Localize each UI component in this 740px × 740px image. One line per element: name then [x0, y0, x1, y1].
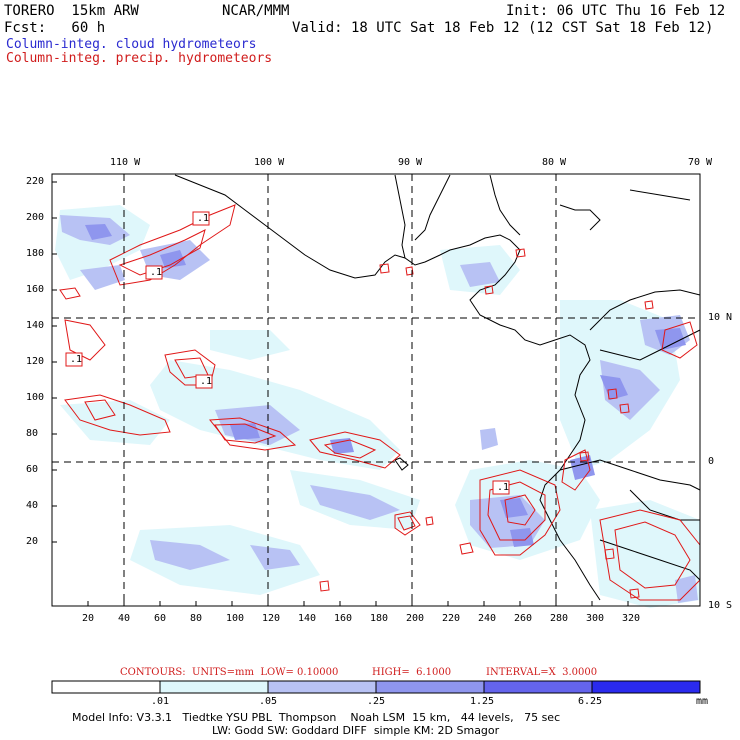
legend-bin-4	[375, 680, 485, 694]
x-tick-label: 220	[442, 613, 461, 624]
cloud-field-title: Column-integ. cloud hydrometeors	[6, 37, 257, 52]
y-tick-label: 200	[26, 212, 45, 223]
forecast-hour: Fcst: 60 h	[4, 20, 106, 36]
legend-boundary: 6.25	[578, 696, 603, 707]
x-tick-label: 100	[226, 613, 245, 624]
x-tick-label: 160	[334, 613, 353, 624]
lon-label: 70 W	[688, 157, 713, 168]
contour-high: HIGH= 6.1000	[372, 667, 452, 678]
y-tick-label: 140	[26, 320, 45, 331]
x-tick-label: 140	[298, 613, 317, 624]
y-tick-label: 100	[26, 392, 45, 403]
legend-boundary: .25	[367, 696, 386, 707]
contour-label: .1	[200, 376, 213, 387]
org-label: NCAR/MMM	[222, 3, 290, 19]
axis-ticks	[52, 181, 629, 606]
contour-label: .1	[497, 482, 510, 493]
legend-bin-3	[267, 680, 377, 694]
x-tick-label: 20	[82, 613, 95, 624]
contour-label: .1	[197, 213, 210, 224]
model-title: TORERO 15km ARW	[4, 3, 139, 19]
y-tick-label: 60	[26, 464, 39, 475]
contour-interval: INTERVAL=X 3.0000	[486, 667, 598, 678]
x-tick-label: 240	[478, 613, 497, 624]
legend-bin-1	[51, 680, 161, 694]
lon-label: 100 W	[254, 157, 285, 168]
lat-label: 10 S	[708, 600, 733, 611]
valid-time: Valid: 18 UTC Sat 18 Feb 12 (12 CST Sat …	[292, 20, 714, 36]
y-tick-label: 220	[26, 176, 45, 187]
y-tick-label: 20	[26, 536, 39, 547]
lat-label: 0	[708, 456, 715, 467]
contour-units: CONTOURS: UNITS=mm LOW= 0.10000	[120, 667, 339, 678]
legend-bin-6	[591, 680, 701, 694]
y-tick-label: 160	[26, 284, 45, 295]
y-tick-label: 80	[26, 428, 39, 439]
x-tick-label: 200	[406, 613, 425, 624]
legend-boundary: .01	[151, 696, 170, 707]
cloud-shading	[55, 205, 700, 608]
x-tick-label: 80	[190, 613, 203, 624]
init-time: Init: 06 UTC Thu 16 Feb 12	[506, 3, 726, 19]
coastlines	[174, 174, 701, 601]
legend-colorbar	[51, 680, 701, 694]
precip-field-title: Column-integ. precip. hydrometeors	[6, 51, 273, 66]
lon-label: 110 W	[110, 157, 141, 168]
model-info-line2: LW: Godd SW: Goddard DIFF simple KM: 2D …	[212, 724, 500, 737]
lon-label: 90 W	[398, 157, 423, 168]
legend-bin-2	[159, 680, 269, 694]
x-tick-label: 60	[154, 613, 167, 624]
contour-label-boxes	[65, 211, 510, 495]
lat-label: 10 N	[708, 312, 733, 323]
x-tick-label: 40	[118, 613, 131, 624]
legend-boundary: 1.25	[470, 696, 495, 707]
lat-lon-grid	[52, 174, 700, 606]
model-info-line1: Model Info: V3.3.1 Tiedtke YSU PBL Thomp…	[72, 711, 561, 724]
legend-bin-5	[483, 680, 593, 694]
legend-unit: mm	[696, 696, 709, 707]
lon-label: 80 W	[542, 157, 567, 168]
contour-label: .1	[150, 267, 163, 278]
y-tick-label: 120	[26, 356, 45, 367]
x-tick-label: 260	[514, 613, 533, 624]
legend-boundary: .05	[259, 696, 278, 707]
x-tick-label: 120	[262, 613, 281, 624]
contour-label: .1	[70, 354, 83, 365]
x-tick-label: 280	[550, 613, 569, 624]
x-tick-label: 300	[586, 613, 605, 624]
x-tick-label: 180	[370, 613, 389, 624]
x-tick-label: 320	[622, 613, 641, 624]
y-tick-label: 180	[26, 248, 45, 259]
y-tick-label: 40	[26, 500, 39, 511]
